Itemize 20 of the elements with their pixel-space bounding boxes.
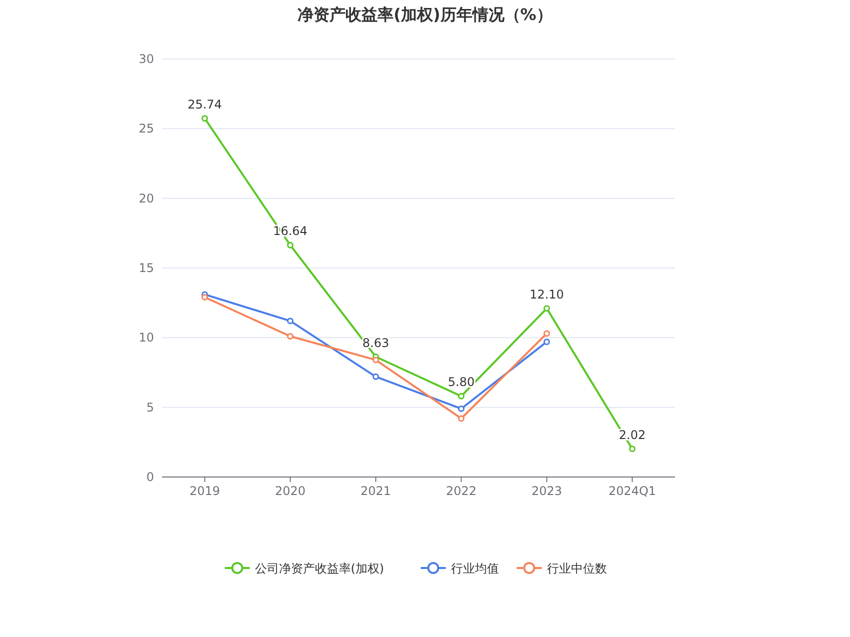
y-tick-label: 25 (138, 122, 154, 136)
data-label: 25.74 (188, 97, 222, 112)
legend-label: 行业中位数 (546, 562, 607, 576)
x-tick-label: 2019 (189, 484, 220, 498)
legend-label: 公司净资产收益率(加权) (254, 562, 384, 576)
y-tick-label: 15 (138, 261, 154, 275)
data-label: 12.10 (530, 287, 564, 302)
data-label: 5.80 (448, 375, 475, 390)
x-tick-label: 2020 (274, 484, 306, 498)
chart-title: 净资产收益率(加权)历年情况（%） (298, 5, 552, 24)
x-tick-label: 2021 (360, 484, 392, 498)
x-tick-label: 2023 (531, 484, 562, 498)
x-tick-label: 2022 (446, 484, 477, 498)
legend-label: 行业均值 (450, 562, 499, 576)
y-tick-label: 5 (146, 400, 154, 414)
y-tick-label: 10 (138, 330, 154, 345)
y-tick-label: 30 (138, 52, 154, 66)
x-tick-label: 2024Q1 (608, 484, 656, 498)
y-tick-label: 20 (138, 191, 154, 206)
y-tick-label: 0 (146, 470, 154, 484)
